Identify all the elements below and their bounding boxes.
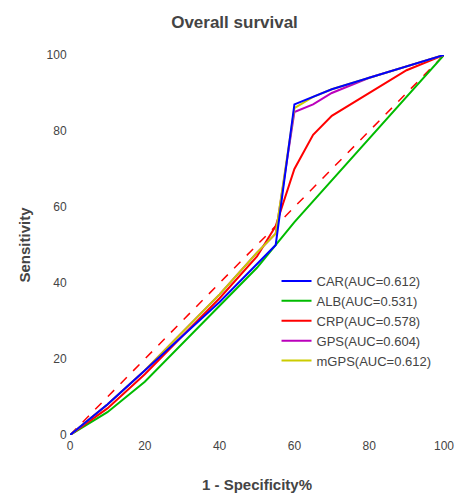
svg-text:1 - Specificity%: 1 - Specificity% [202,476,312,493]
svg-text:ALB(AUC=0.531): ALB(AUC=0.531) [317,294,418,309]
svg-text:80: 80 [53,124,67,138]
svg-text:60: 60 [288,439,302,453]
svg-text:20: 20 [138,439,152,453]
svg-text:100: 100 [434,439,454,453]
svg-text:40: 40 [213,439,227,453]
svg-text:0: 0 [60,428,67,442]
svg-text:CRP(AUC=0.578): CRP(AUC=0.578) [317,314,421,329]
svg-text:60: 60 [53,200,67,214]
svg-text:0: 0 [67,439,74,453]
svg-text:CAR(AUC=0.612): CAR(AUC=0.612) [317,274,421,289]
svg-text:80: 80 [363,439,377,453]
svg-text:Overall survival: Overall survival [171,13,298,32]
svg-text:GPS(AUC=0.604): GPS(AUC=0.604) [317,334,421,349]
svg-text:Sensitivity: Sensitivity [16,207,33,283]
svg-text:40: 40 [53,276,67,290]
svg-text:20: 20 [53,352,67,366]
svg-text:100: 100 [47,48,67,62]
svg-text:mGPS(AUC=0.612): mGPS(AUC=0.612) [317,354,432,369]
